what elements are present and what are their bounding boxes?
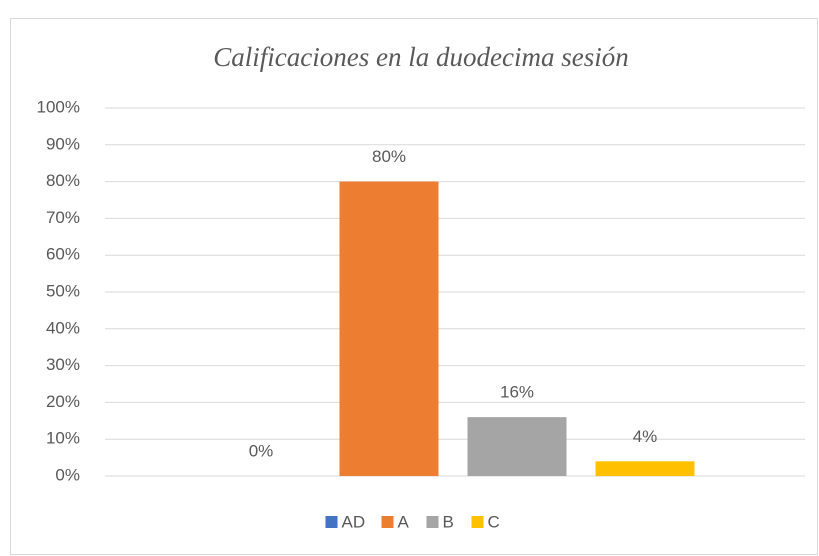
y-tick-label: 60% bbox=[46, 245, 80, 264]
legend-swatch bbox=[381, 516, 394, 528]
data-label: 16% bbox=[500, 383, 534, 402]
legend-label: A bbox=[398, 512, 410, 531]
data-label: 0% bbox=[249, 441, 274, 460]
y-tick-label: 90% bbox=[46, 134, 80, 153]
legend-label: C bbox=[488, 512, 500, 531]
legend-swatch bbox=[471, 516, 484, 528]
legend-swatch bbox=[325, 516, 338, 528]
y-tick-label: 0% bbox=[55, 465, 80, 484]
y-tick-label: 100% bbox=[37, 97, 80, 116]
legend-swatch bbox=[426, 516, 439, 528]
y-tick-label: 70% bbox=[46, 208, 80, 227]
bar bbox=[339, 181, 439, 476]
data-label: 4% bbox=[633, 427, 658, 446]
legend-label: B bbox=[443, 512, 454, 531]
data-label: 80% bbox=[372, 147, 406, 166]
y-tick-label: 40% bbox=[46, 318, 80, 337]
bar bbox=[595, 461, 695, 476]
y-tick-label: 10% bbox=[46, 429, 80, 448]
y-tick-label: 80% bbox=[46, 171, 80, 190]
legend-label: AD bbox=[342, 512, 366, 531]
chart-title: Calificaciones en la duodecima sesión bbox=[213, 42, 628, 72]
bar bbox=[467, 417, 567, 476]
y-tick-label: 30% bbox=[46, 355, 80, 374]
y-tick-label: 20% bbox=[46, 392, 80, 411]
y-tick-label: 50% bbox=[46, 281, 80, 300]
